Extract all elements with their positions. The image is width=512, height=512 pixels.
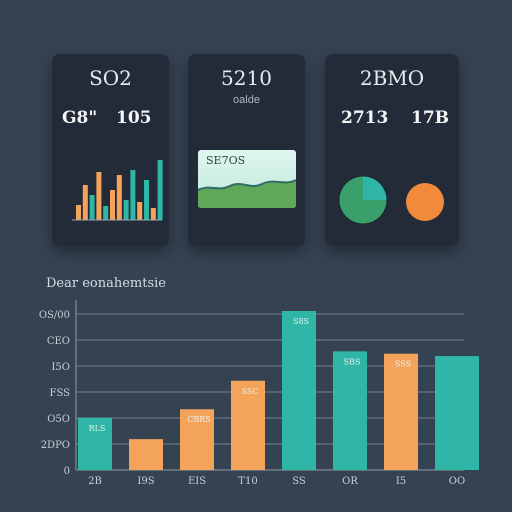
y-tick-label: 0 <box>64 466 70 477</box>
kpi-card-2: 5210 oalde SE7OS <box>188 54 305 246</box>
y-tick-label: FSS <box>50 388 71 399</box>
pie-chart <box>338 175 388 225</box>
card-3-stat-left: 2713 <box>341 108 389 128</box>
y-tick-label: I5O <box>51 362 70 373</box>
mini-bar <box>110 190 115 220</box>
mini-bar <box>103 206 109 220</box>
bar-value-label: S8S <box>293 317 309 326</box>
area-wave-graphic <box>198 150 296 208</box>
main-chart-title: Dear eonahemtsie <box>46 276 166 291</box>
bar-value-label: CBRS <box>187 415 211 424</box>
x-tick-label: T10 <box>238 476 257 487</box>
mini-bar <box>123 200 129 220</box>
kpi-card-3: 2BMO 2713 17B <box>325 54 459 246</box>
area-wave-label: SE7OS <box>206 154 246 167</box>
card-1-title: SO2 <box>89 66 132 90</box>
bar <box>231 380 265 470</box>
bar-value-label: SSC <box>242 387 259 396</box>
y-tick-label: OS/00 <box>39 310 70 321</box>
x-tick-label: I9S <box>137 476 154 487</box>
x-tick-label: OO <box>449 476 465 487</box>
bar-value-label: SSS <box>395 360 411 369</box>
x-tick-label: I5 <box>396 476 406 487</box>
mini-bar <box>137 202 143 220</box>
mini-bar <box>89 195 95 220</box>
bar <box>333 351 367 470</box>
card-2-subtitle: oalde <box>233 94 260 106</box>
mini-bar <box>157 160 163 220</box>
bar <box>384 353 418 470</box>
x-tick-label: 2B <box>88 476 102 487</box>
y-tick-label: O5O <box>47 414 70 425</box>
x-tick-label: SS <box>292 476 306 487</box>
bar <box>435 356 479 470</box>
mini-bar <box>76 205 81 220</box>
mini-bar <box>96 172 102 220</box>
bar <box>78 417 112 470</box>
mini-bar <box>130 170 136 220</box>
x-tick-label: EIS <box>188 476 206 487</box>
mini-bar <box>82 185 88 220</box>
mini-bar <box>150 208 156 220</box>
card-3-title: 2BMO <box>359 66 425 90</box>
kpi-card-1: SO2 G8" 105 <box>52 54 169 246</box>
mini-bar <box>116 175 122 220</box>
card-3-graphics <box>338 175 444 225</box>
area-wave-panel: SE7OS <box>198 150 296 208</box>
y-tick-label: CEO <box>47 336 70 347</box>
bar <box>129 439 163 470</box>
bar-value-label: SBS <box>344 357 361 366</box>
bar-value-label: RLS <box>89 424 106 433</box>
card-3-stat-right: 17B <box>411 108 450 128</box>
card-1-stat-right: 105 <box>116 108 152 128</box>
card-1-stat-left: G8" <box>62 108 98 128</box>
bar <box>282 310 316 470</box>
x-tick-label: OR <box>342 476 358 487</box>
card-2-title: 5210 <box>221 66 272 90</box>
mini-bar <box>144 180 149 220</box>
y-tick-label: 2DPO <box>41 440 70 451</box>
mini-bar-chart <box>72 160 163 221</box>
bar <box>180 409 214 470</box>
orange-circle-indicator <box>406 183 444 221</box>
